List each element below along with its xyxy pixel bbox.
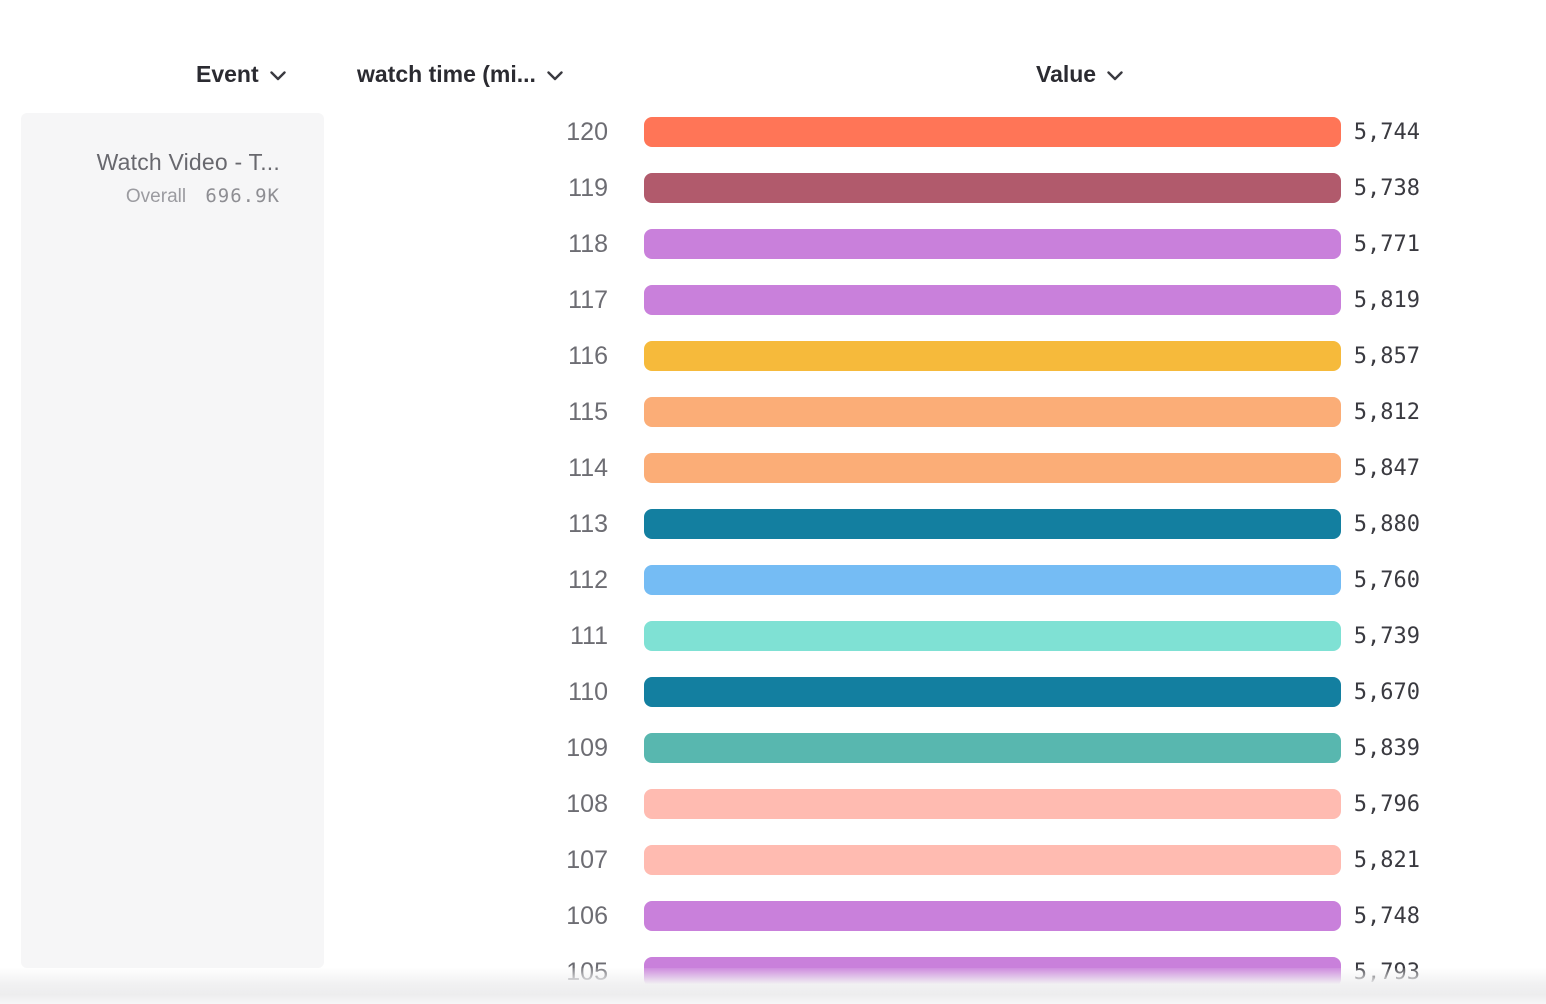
segment-label: 120 — [566, 117, 608, 146]
bar-chart-row: 105 5,793 — [340, 944, 1546, 1000]
bar-chart-row: 109 5,839 — [340, 720, 1546, 776]
bar-track: 5,793 — [644, 957, 1420, 987]
bar-value-label: 5,670 — [1353, 679, 1420, 705]
chevron-down-icon — [547, 68, 563, 81]
segment-label: 108 — [566, 789, 608, 818]
bar-chart-row: 115 5,812 — [340, 384, 1546, 440]
bar-value-label: 5,771 — [1353, 231, 1420, 257]
bar-chart-row: 112 5,760 — [340, 552, 1546, 608]
bar-track: 5,819 — [644, 285, 1420, 315]
event-name: Watch Video - T... — [96, 149, 280, 175]
bar-track: 5,880 — [644, 509, 1420, 539]
bar-track: 5,812 — [644, 397, 1420, 427]
bar-chart-row: 111 5,739 — [340, 608, 1546, 664]
segment-label: 109 — [566, 733, 608, 762]
bar-value-label: 5,760 — [1353, 567, 1420, 593]
event-column-label: Event — [196, 60, 259, 87]
event-cell[interactable]: Watch Video - T... Overall 696.9K — [21, 113, 324, 968]
segment-label: 119 — [568, 173, 608, 202]
bar-value-label: 5,739 — [1353, 623, 1420, 649]
bar-value-label: 5,821 — [1353, 847, 1420, 873]
bar-chart-row: 116 5,857 — [340, 328, 1546, 384]
bar-track: 5,744 — [644, 117, 1420, 147]
bar-chart-row: 118 5,771 — [340, 216, 1546, 272]
value-bar[interactable] — [644, 285, 1341, 315]
value-bar[interactable] — [644, 901, 1341, 931]
value-bar[interactable] — [644, 565, 1341, 595]
bar-track: 5,839 — [644, 733, 1420, 763]
value-column-label: Value — [1036, 60, 1097, 87]
bar-chart-row: 107 5,821 — [340, 832, 1546, 888]
segment-label: 110 — [568, 677, 608, 706]
bar-value-label: 5,819 — [1353, 287, 1420, 313]
value-bar[interactable] — [644, 173, 1341, 203]
bar-chart: 120 5,744 119 5,738 118 5,771 117 — [340, 104, 1546, 1000]
bar-track: 5,748 — [644, 901, 1420, 931]
bar-track: 5,670 — [644, 677, 1420, 707]
bar-value-label: 5,744 — [1353, 119, 1420, 145]
bar-value-label: 5,738 — [1353, 175, 1420, 201]
bar-value-label: 5,812 — [1353, 399, 1420, 425]
value-bar[interactable] — [644, 509, 1341, 539]
bar-value-label: 5,793 — [1353, 959, 1420, 985]
bar-value-label: 5,847 — [1353, 455, 1420, 481]
bar-chart-row: 119 5,738 — [340, 160, 1546, 216]
bar-chart-row: 108 5,796 — [340, 776, 1546, 832]
segment-label: 112 — [568, 565, 608, 594]
bar-track: 5,771 — [644, 229, 1420, 259]
segment-label: 118 — [568, 229, 608, 258]
overall-label: Overall — [125, 186, 187, 207]
value-bar[interactable] — [644, 789, 1341, 819]
value-bar[interactable] — [644, 397, 1341, 427]
bar-track: 5,821 — [644, 845, 1420, 875]
event-overall-row: Overall 696.9K — [31, 185, 280, 208]
watch-time-column-header[interactable]: watch time (mi... — [357, 58, 563, 90]
bar-chart-row: 117 5,819 — [340, 272, 1546, 328]
value-bar[interactable] — [644, 453, 1341, 483]
segment-label: 117 — [568, 285, 608, 314]
segment-label: 113 — [568, 509, 608, 538]
value-bar[interactable] — [644, 845, 1341, 875]
segment-label: 107 — [566, 845, 608, 874]
bar-chart-row: 110 5,670 — [340, 664, 1546, 720]
chevron-down-icon — [1107, 68, 1123, 81]
event-column-header[interactable]: Event — [196, 58, 286, 90]
value-bar[interactable] — [644, 341, 1341, 371]
bar-track: 5,760 — [644, 565, 1420, 595]
bar-value-label: 5,796 — [1353, 791, 1420, 817]
value-bar[interactable] — [644, 733, 1341, 763]
bar-track: 5,857 — [644, 341, 1420, 371]
segment-label: 106 — [566, 901, 608, 930]
value-bar[interactable] — [644, 117, 1341, 147]
segment-label: 116 — [568, 341, 608, 370]
bar-chart-row: 120 5,744 — [340, 104, 1546, 160]
value-bar[interactable] — [644, 621, 1341, 651]
bar-track: 5,847 — [644, 453, 1420, 483]
segment-label: 105 — [566, 957, 608, 986]
segment-label: 114 — [568, 453, 608, 482]
bar-track: 5,738 — [644, 173, 1420, 203]
bar-chart-row: 106 5,748 — [340, 888, 1546, 944]
segment-label: 111 — [569, 621, 608, 650]
watch-time-column-label: watch time (mi... — [357, 60, 536, 87]
value-column-header[interactable]: Value — [1036, 58, 1123, 90]
bar-value-label: 5,857 — [1353, 343, 1420, 369]
bar-track: 5,739 — [644, 621, 1420, 651]
value-bar[interactable] — [644, 229, 1341, 259]
bar-value-label: 5,839 — [1353, 735, 1420, 761]
bar-track: 5,796 — [644, 789, 1420, 819]
chevron-down-icon — [269, 68, 286, 81]
value-bar[interactable] — [644, 957, 1341, 987]
overall-value: 696.9K — [205, 185, 280, 207]
bar-value-label: 5,748 — [1353, 903, 1420, 929]
segment-label: 115 — [568, 397, 608, 426]
bar-chart-row: 114 5,847 — [340, 440, 1546, 496]
bar-chart-row: 113 5,880 — [340, 496, 1546, 552]
value-bar[interactable] — [644, 677, 1341, 707]
bar-value-label: 5,880 — [1353, 511, 1420, 537]
